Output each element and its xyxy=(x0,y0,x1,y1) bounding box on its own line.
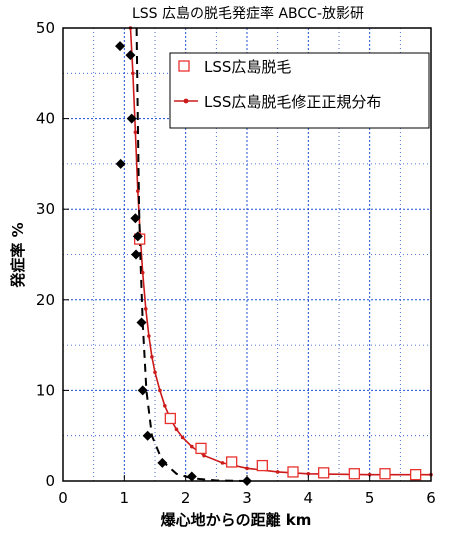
fit-curve-point xyxy=(147,334,151,338)
fit-curve-point xyxy=(133,130,138,134)
data-point-square xyxy=(379,468,391,480)
fit-curve-point xyxy=(136,189,140,193)
data-point-square xyxy=(226,456,238,468)
fit-curve-point xyxy=(158,388,162,393)
data-point-diamond xyxy=(186,471,197,482)
y-tick-label: 30 xyxy=(36,200,55,218)
x-tick-label: 4 xyxy=(304,489,314,507)
fit-curve-point xyxy=(140,270,145,275)
x-tick-label: 6 xyxy=(426,489,436,507)
data-point-diamond xyxy=(137,385,148,396)
legend: LSS広島脱毛 LSS広島脱毛修正正規分布 xyxy=(169,52,430,129)
x-tick-label: 5 xyxy=(365,489,375,507)
fit-curve-point xyxy=(131,71,135,76)
axis-ticks: 0 1 2 3 4 5 6 0 10 20 30 40 50 xyxy=(36,19,436,507)
data-point-square xyxy=(318,467,330,479)
y-tick-label: 10 xyxy=(36,381,55,399)
fit-curve-point xyxy=(144,307,148,311)
dashed-curve-line xyxy=(135,27,248,482)
fit-curve-point xyxy=(245,466,249,471)
x-tick-label: 0 xyxy=(58,489,68,507)
data-point-diamond xyxy=(125,50,136,61)
x-tick-label: 2 xyxy=(181,489,191,507)
chart-title: LSS 広島の脱毛発症率 ABCC-放影研 xyxy=(132,5,364,22)
data-point-diamond xyxy=(142,430,153,441)
fit-curve-point xyxy=(190,444,194,449)
data-point-diamond xyxy=(115,158,126,169)
legend-label-2: LSS広島脱毛修正正規分布 xyxy=(204,93,381,111)
y-tick-label: 0 xyxy=(45,472,55,490)
x-tick-label: 3 xyxy=(242,489,252,507)
data-point-square xyxy=(287,466,299,478)
data-point-diamond xyxy=(132,231,143,242)
fit-curve-point xyxy=(153,370,157,375)
data-point-square xyxy=(410,469,422,481)
data-point-diamond xyxy=(130,249,141,260)
data-point-square xyxy=(164,412,176,425)
y-tick-label: 20 xyxy=(36,291,55,309)
x-axis-label: 爆心地からの距離 km xyxy=(161,511,312,529)
fit-curve-point xyxy=(174,427,179,432)
y-tick-label: 40 xyxy=(36,110,55,128)
fit-curve-point xyxy=(306,471,311,476)
markers xyxy=(115,26,433,486)
fit-curve-point xyxy=(275,470,280,474)
x-tick-label: 1 xyxy=(120,489,130,507)
fit-curve-point xyxy=(150,355,154,359)
data-point-square xyxy=(256,459,268,472)
fit-curve-point xyxy=(202,453,206,458)
legend-marker-open-square xyxy=(178,60,190,72)
data-point-diamond xyxy=(157,457,168,468)
data-point-square xyxy=(348,468,360,480)
fit-curve-point xyxy=(180,435,185,440)
legend-box xyxy=(169,52,430,129)
data-point-diamond xyxy=(136,317,147,328)
data-point-diamond xyxy=(126,113,137,124)
y-tick-label: 50 xyxy=(36,19,55,37)
fit-curve-point xyxy=(367,472,372,477)
legend-label-1: LSS広島脱毛 xyxy=(204,58,291,76)
data-point-diamond xyxy=(130,213,141,224)
fit-curve-point xyxy=(163,404,167,408)
data-point-square xyxy=(195,442,207,455)
data-point-diamond xyxy=(115,41,126,52)
fit-curve-point xyxy=(220,461,225,465)
y-axis-label: 発症率 % xyxy=(9,222,27,288)
legend-marker-dot xyxy=(183,98,189,104)
